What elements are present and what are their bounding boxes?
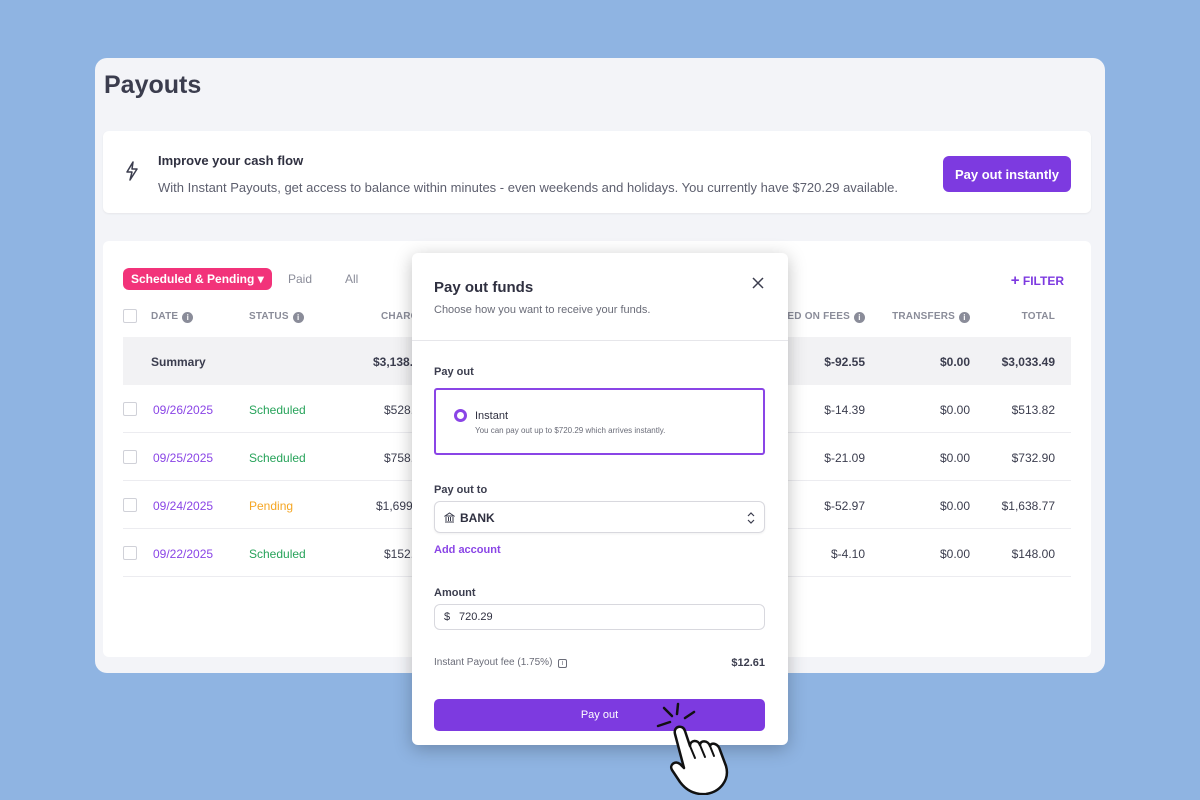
info-icon[interactable]: i [182,312,194,323]
lightning-icon [126,161,138,181]
fee-label: Instant Payout fee (1.75%) i [434,657,568,668]
info-icon[interactable]: i [854,312,865,323]
row-date-link[interactable]: 09/22/2025 [153,547,214,561]
pay-out-to-label: Pay out to [434,484,488,496]
account-select[interactable]: BANK [434,501,765,533]
tab-scheduled-pending[interactable]: Scheduled & Pending ▾ [123,268,272,290]
header-label: TRANSFERS [892,311,955,322]
currency-symbol: $ [444,611,451,623]
row-fees: $-14.39 [824,403,865,417]
row-total: $732.90 [1011,451,1055,465]
option-description: You can pay out up to $720.29 which arri… [475,426,666,435]
pay-out-instantly-button[interactable]: Pay out instantly [942,156,1071,192]
summary-charges: $3,138. [373,355,414,369]
row-date-link[interactable]: 09/26/2025 [153,403,214,417]
info-icon[interactable]: i [292,312,304,323]
divider [412,340,788,341]
filter-button[interactable]: + FILTER [1011,272,1064,289]
row-checkbox[interactable] [123,450,137,464]
header-fees[interactable]: SSED ON FEES i [774,311,865,323]
instant-option[interactable]: Instant You can pay out up to $720.29 wh… [434,388,765,455]
pay-out-button[interactable]: Pay out [434,699,765,731]
pay-out-funds-dialog: Pay out funds Choose how you want to rec… [412,253,788,745]
tab-label: Scheduled & Pending [131,272,255,286]
row-fees: $-21.09 [824,451,865,465]
amount-value: 720.29 [459,611,493,623]
hand-pointer-icon [656,702,729,795]
row-checkbox[interactable] [123,546,137,560]
select-all-checkbox[interactable] [123,309,137,323]
bank-icon [444,512,455,523]
banner-text: With Instant Payouts, get access to bala… [158,180,899,195]
row-total: $148.00 [1011,547,1055,561]
close-icon[interactable] [750,275,766,291]
row-total: $513.82 [1011,403,1055,417]
row-checkbox[interactable] [123,498,137,512]
tab-all[interactable]: All [345,272,359,286]
banner-title: Improve your cash flow [158,153,304,168]
row-transfers: $0.00 [939,547,970,561]
row-status: Scheduled [249,547,306,561]
summary-total: $3,033.49 [1001,355,1055,369]
row-charges: $528. [384,403,415,417]
amount-label: Amount [434,587,476,599]
dialog-title: Pay out funds [434,279,534,296]
row-date-link[interactable]: 09/24/2025 [153,499,214,513]
row-charges: $152. [384,547,415,561]
row-date-link[interactable]: 09/25/2025 [153,451,214,465]
row-transfers: $0.00 [939,499,970,513]
filter-label: FILTER [1022,274,1064,288]
pay-out-label: Pay out [434,366,474,378]
header-label: SSED ON FEES [773,311,850,322]
tab-paid[interactable]: Paid [288,272,313,286]
fee-label-text: Instant Payout fee (1.75%) [434,657,553,668]
summary-fees: $-92.55 [824,355,865,369]
row-total: $1,638.77 [1001,499,1055,513]
header-status[interactable]: STATUS i [249,311,304,323]
page-title: Payouts [104,71,202,99]
header-charges[interactable]: CHARG [381,311,419,322]
plus-icon: + [1010,272,1020,289]
header-date[interactable]: DATE i [151,311,194,323]
info-icon[interactable]: i [959,312,970,323]
header-transfers[interactable]: TRANSFERS i [892,311,970,323]
instant-payout-banner: Improve your cash flow With Instant Payo… [103,131,1091,213]
row-charges: $758. [384,451,415,465]
dialog-subtitle: Choose how you want to receive your fund… [434,304,651,316]
fee-value: $12.61 [731,657,765,669]
row-fees: $-4.10 [830,547,865,561]
selected-account: BANK [460,511,495,525]
row-charges: $1,699. [376,499,417,513]
add-account-link[interactable]: Add account [434,544,501,556]
row-transfers: $0.00 [939,403,970,417]
row-fees: $-52.97 [824,499,865,513]
row-status: Scheduled [249,451,306,465]
header-label: STATUS [249,311,289,322]
radio-selected[interactable] [454,409,467,422]
option-title: Instant [475,410,509,422]
header-total[interactable]: TOTAL [1021,311,1055,322]
amount-input[interactable]: $ 720.29 [434,604,765,630]
row-transfers: $0.00 [939,451,970,465]
row-status: Pending [249,499,294,513]
caret-down-icon: ▾ [257,272,264,286]
summary-transfers: $0.00 [939,355,970,369]
chevron-up-down-icon [747,512,755,524]
summary-label: Summary [151,355,206,369]
header-label: DATE [151,311,179,322]
row-checkbox[interactable] [123,402,137,416]
info-icon[interactable]: i [558,659,568,668]
row-status: Scheduled [249,403,306,417]
